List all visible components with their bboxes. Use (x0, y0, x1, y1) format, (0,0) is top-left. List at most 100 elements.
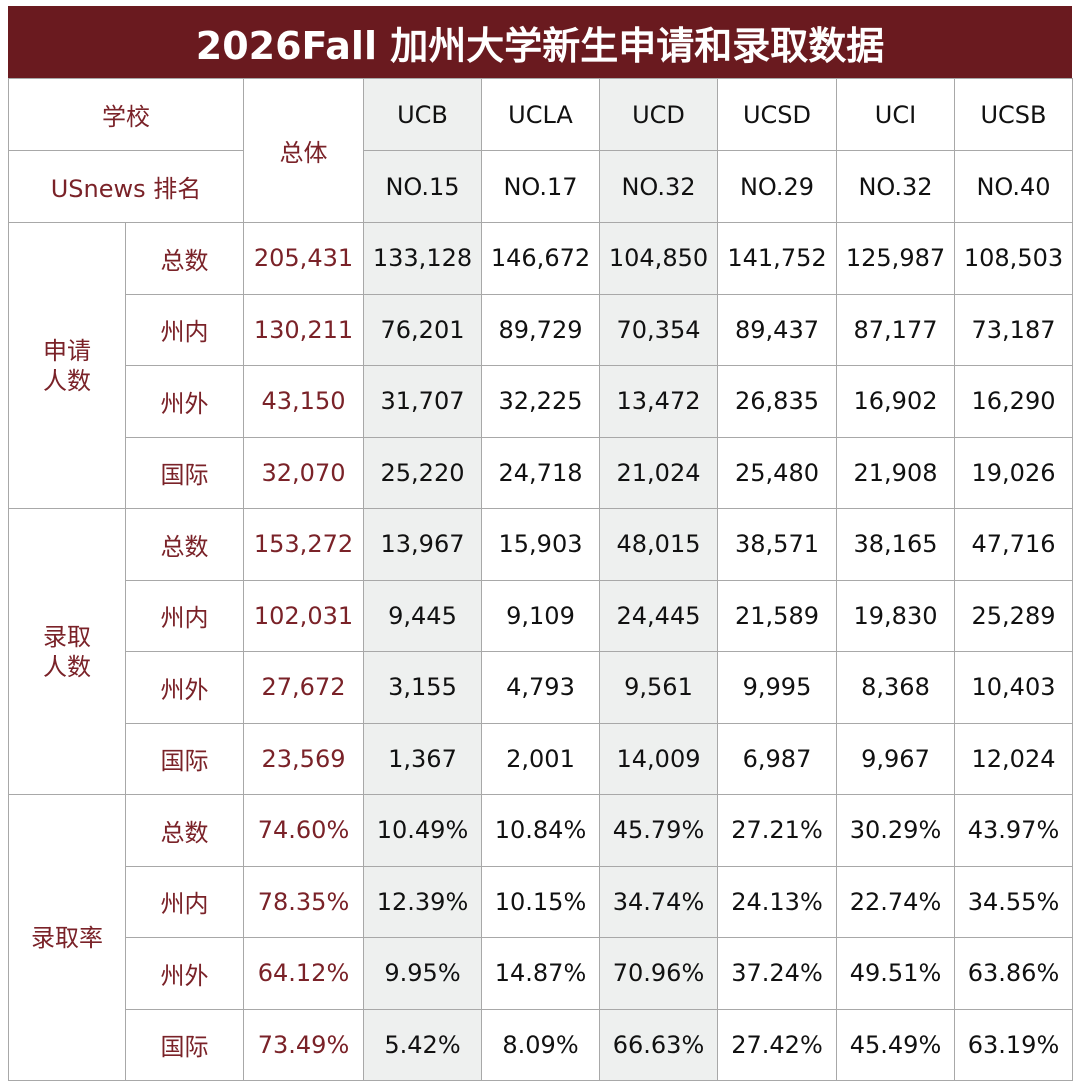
total-value: 153,272 (243, 508, 364, 581)
school-value: 1,367 (363, 722, 482, 795)
school-value: 21,589 (717, 579, 837, 652)
school-value: 12,024 (954, 722, 1073, 795)
total-value: 23,569 (243, 722, 364, 795)
school-value: 9,967 (836, 722, 955, 795)
school-value: 45.49% (836, 1008, 955, 1081)
rank: NO.32 (599, 150, 718, 223)
school-value: 21,024 (599, 436, 718, 509)
school-value: 133,128 (363, 222, 482, 295)
school-value: 21,908 (836, 436, 955, 509)
school-value: 19,830 (836, 579, 955, 652)
school-value: 32,225 (481, 365, 600, 438)
row-label: 州外 (125, 937, 244, 1010)
school-value: 24,718 (481, 436, 600, 509)
data-row: 国际 73.49% 5.42% 8.09% 66.63% 27.42% 45.49% 63.1… (9, 1008, 1073, 1081)
school-value: 63.86% (954, 937, 1073, 1010)
rank: NO.40 (954, 150, 1073, 223)
total-value: 74.60% (243, 794, 364, 867)
data-row: 录取 人数 总数 153,272 13,967 15,903 48,015 38,571 38,… (8, 508, 1073, 795)
total-value: 130,211 (243, 293, 364, 366)
data-row: 国际 23,569 1,367 2,001 14,009 6,987 9,967 12,024 (9, 722, 1073, 795)
table-body: 学校 总体 UCB UCLA UCD UCSD UCI UCSB USnews 排名 NO.15 N… (8, 78, 1073, 1081)
school-name: UCD (599, 78, 718, 151)
data-row: 州外 27,672 3,155 4,793 9,561 9,995 8,368 10,403 (9, 651, 1073, 724)
school-name: UCSB (954, 78, 1073, 151)
rank: NO.29 (717, 150, 837, 223)
school-value: 89,729 (481, 293, 600, 366)
school-value: 22.74% (836, 865, 955, 938)
school-value: 9,995 (717, 651, 837, 724)
row-label: 国际 (125, 436, 244, 509)
data-row: 州内 102,031 9,445 9,109 24,445 21,589 19,830 25,… (9, 579, 1073, 652)
school-value: 8,368 (836, 651, 955, 724)
row-label: 国际 (125, 1008, 244, 1081)
school-value: 10,403 (954, 651, 1073, 724)
data-row: 申请 人数 总数 205,431 133,128 146,672 104,850 141,75… (8, 222, 1073, 509)
title: 2026Fall 加州大学新生申请和录取数据 (8, 6, 1072, 78)
school-value: 12.39% (363, 865, 482, 938)
group-label-line: 申请 (43, 336, 91, 365)
school-value: 14,009 (599, 722, 718, 795)
school-name: UCB (363, 78, 482, 151)
school-name: UCSD (717, 78, 837, 151)
group-label-line: 录取 (43, 622, 91, 651)
school-value: 10.84% (481, 794, 600, 867)
school-value: 63.19% (954, 1008, 1073, 1081)
school-value: 25,220 (363, 436, 482, 509)
school-value: 31,707 (363, 365, 482, 438)
school-value: 45.79% (599, 794, 718, 867)
school-value: 104,850 (599, 222, 718, 295)
school-value: 3,155 (363, 651, 482, 724)
school-value: 49.51% (836, 937, 955, 1010)
school-value: 30.29% (836, 794, 955, 867)
group-label: 录取率 (8, 794, 126, 1081)
data-row: 录取率 总数 74.60% 10.49% 10.84% 45.79% 27.21% 30.29… (8, 794, 1073, 1081)
group-label-line: 人数 (43, 366, 91, 395)
school-value: 14.87% (481, 937, 600, 1010)
row-label: 总数 (125, 794, 244, 867)
school-value: 25,480 (717, 436, 837, 509)
school-value: 13,472 (599, 365, 718, 438)
school-value: 10.15% (481, 865, 600, 938)
school-value: 34.74% (599, 865, 718, 938)
school-value: 6,987 (717, 722, 837, 795)
school-value: 87,177 (836, 293, 955, 366)
rank: NO.15 (363, 150, 482, 223)
school-value: 141,752 (717, 222, 837, 295)
row-label: 总数 (125, 222, 244, 295)
data-row: 州内 78.35% 12.39% 10.15% 34.74% 24.13% 22.74% 34… (9, 865, 1073, 938)
school-value: 16,902 (836, 365, 955, 438)
group-label-line: 录取率 (31, 923, 103, 952)
school-value: 146,672 (481, 222, 600, 295)
school-value: 47,716 (954, 508, 1073, 581)
school-value: 8.09% (481, 1008, 600, 1081)
school-value: 66.63% (599, 1008, 718, 1081)
school-value: 37.24% (717, 937, 837, 1010)
school-value: 34.55% (954, 865, 1073, 938)
school-value: 70.96% (599, 937, 718, 1010)
school-value: 89,437 (717, 293, 837, 366)
row-label: 州内 (125, 293, 244, 366)
school-value: 26,835 (717, 365, 837, 438)
school-value: 16,290 (954, 365, 1073, 438)
school-name: UCI (836, 78, 955, 151)
total-value: 32,070 (243, 436, 364, 509)
data-row: 州内 130,211 76,201 89,729 70,354 89,437 87,177 7… (9, 293, 1073, 366)
row-label: 州外 (125, 651, 244, 724)
data-row: 州外 43,150 31,707 32,225 13,472 26,835 16,902 16… (9, 365, 1073, 438)
header-row: 学校 总体 UCB UCLA UCD UCSD UCI UCSB (8, 78, 1073, 223)
school-value: 15,903 (481, 508, 600, 581)
data-row: 州外 64.12% 9.95% 14.87% 70.96% 37.24% 49.51% 63.… (9, 937, 1073, 1010)
total-label: 总体 (243, 78, 364, 223)
school-value: 9,561 (599, 651, 718, 724)
school-value: 9,109 (481, 579, 600, 652)
school-value: 2,001 (481, 722, 600, 795)
group-label: 申请 人数 (8, 222, 126, 509)
school-value: 73,187 (954, 293, 1073, 366)
total-value: 64.12% (243, 937, 364, 1010)
rank: NO.32 (836, 150, 955, 223)
school-value: 27.42% (717, 1008, 837, 1081)
group-label: 录取 人数 (8, 508, 126, 795)
school-value: 25,289 (954, 579, 1073, 652)
